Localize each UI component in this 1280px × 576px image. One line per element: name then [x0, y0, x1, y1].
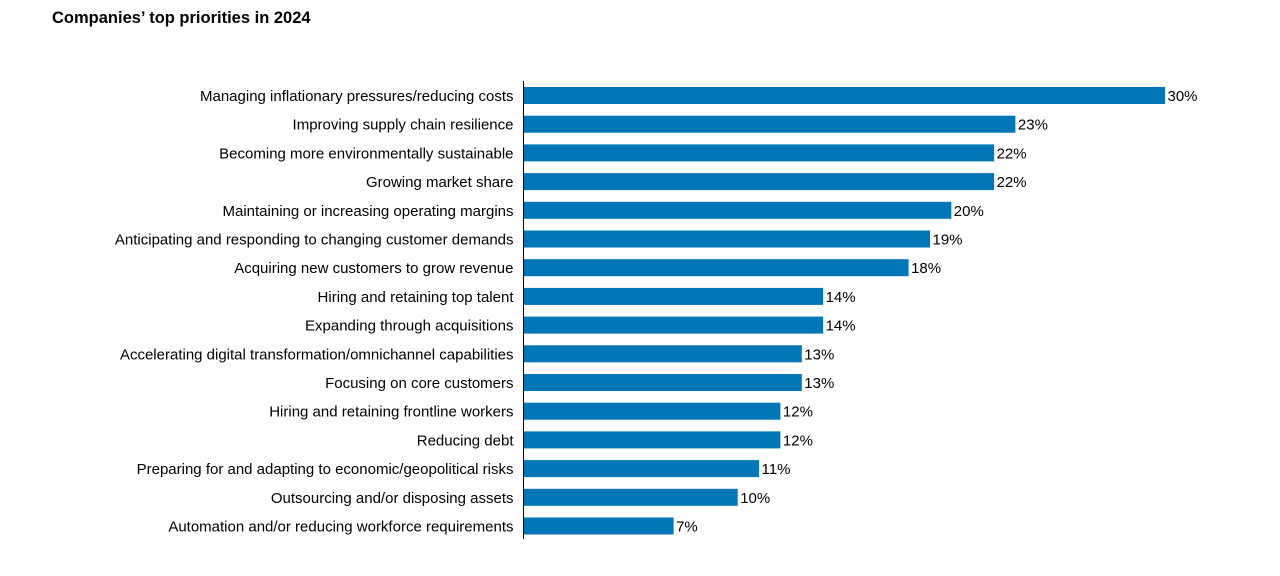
- value-label: 30%: [1168, 88, 1198, 105]
- bar: [524, 345, 802, 363]
- bar: [524, 402, 781, 420]
- value-label: 11%: [762, 461, 791, 478]
- value-label: 18%: [911, 260, 941, 277]
- category-label: Growing market share: [366, 174, 514, 191]
- value-label: 22%: [997, 174, 1027, 191]
- value-label: 13%: [804, 346, 834, 363]
- category-label: Expanding through acquisitions: [305, 318, 513, 335]
- value-label: 10%: [740, 490, 770, 507]
- category-label: Acquiring new customers to grow revenue: [234, 260, 513, 277]
- category-label: Automation and/or reducing workforce req…: [168, 519, 513, 536]
- bar: [524, 201, 952, 219]
- value-label: 22%: [997, 145, 1027, 162]
- bar: [524, 431, 781, 449]
- category-label: Hiring and retaining frontline workers: [269, 404, 513, 421]
- value-label: 19%: [933, 232, 963, 249]
- value-label: 12%: [783, 404, 813, 421]
- bar: [524, 115, 1016, 133]
- category-label: Hiring and retaining top talent: [318, 289, 515, 306]
- value-label: 23%: [1018, 117, 1048, 134]
- category-label: Preparing for and adapting to economic/g…: [137, 461, 514, 478]
- value-label: 13%: [804, 375, 834, 392]
- category-label: Improving supply chain resilience: [293, 117, 514, 134]
- category-label: Focusing on core customers: [325, 375, 513, 392]
- bar: [524, 374, 802, 391]
- bar: [524, 517, 674, 535]
- bar: [524, 287, 824, 305]
- value-label: 14%: [826, 318, 856, 335]
- category-label: Outsourcing and/or disposing assets: [271, 490, 514, 507]
- value-label: 14%: [826, 289, 856, 306]
- bar: [524, 259, 909, 277]
- category-label: Anticipating and responding to changing …: [115, 232, 514, 249]
- chart-title: Companies’ top priorities in 2024: [52, 9, 311, 27]
- category-label: Maintaining or increasing operating marg…: [223, 203, 514, 220]
- bar: [524, 87, 1165, 104]
- bar: [524, 488, 738, 506]
- category-label: Reducing debt: [417, 432, 515, 449]
- bar: [524, 316, 824, 334]
- bar: [524, 144, 995, 162]
- value-label: 20%: [954, 203, 984, 220]
- bar: [524, 230, 930, 248]
- category-label: Managing inflationary pressures/reducing…: [200, 88, 514, 105]
- value-label: 7%: [676, 519, 698, 536]
- category-label: Accelerating digital transformation/omni…: [120, 346, 514, 363]
- bar: [524, 173, 995, 191]
- value-label: 12%: [783, 432, 813, 449]
- category-label: Becoming more environmentally sustainabl…: [219, 145, 513, 162]
- bar: [524, 460, 759, 478]
